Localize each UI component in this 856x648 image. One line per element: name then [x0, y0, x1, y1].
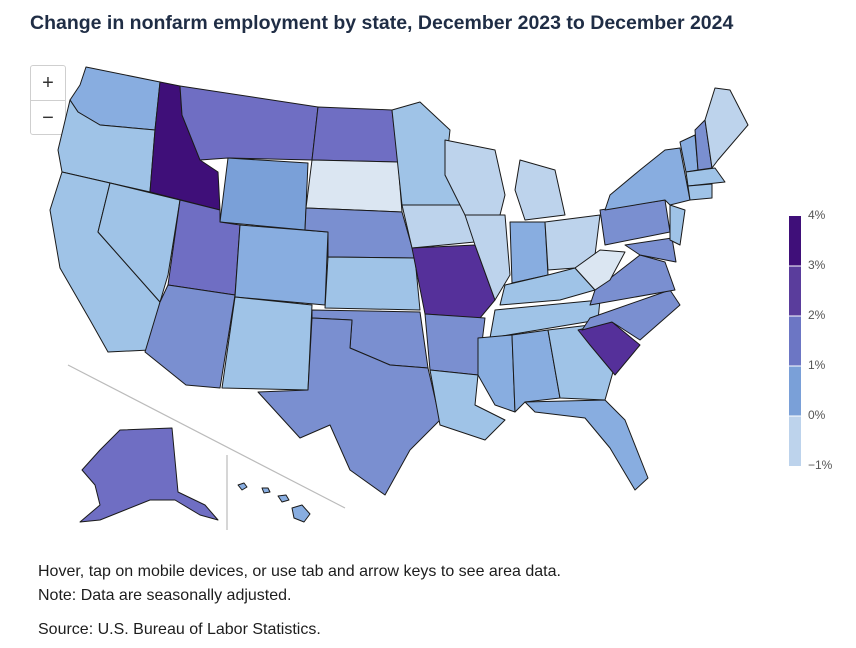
state-north-dakota[interactable]: [311, 106, 399, 163]
state-mississippi[interactable]: [477, 334, 516, 413]
state-new-jersey[interactable]: [669, 204, 686, 246]
state-virginia[interactable]: [589, 254, 676, 306]
state-indiana[interactable]: [509, 221, 549, 284]
legend-tick: 2%: [808, 308, 826, 322]
source-note: Source: U.S. Bureau of Labor Statistics.: [38, 621, 321, 638]
legend-tick: −1%: [808, 458, 833, 472]
zoom-in-button[interactable]: +: [42, 71, 54, 94]
state-nevada[interactable]: [97, 182, 181, 303]
state-montana[interactable]: [179, 85, 319, 161]
zoom-controls: + −: [30, 65, 66, 135]
legend-tick: 0%: [808, 408, 826, 422]
state-maryland[interactable]: [624, 237, 677, 263]
legend-tick: 1%: [808, 358, 826, 372]
state-south-dakota[interactable]: [305, 159, 403, 213]
state-hawaii[interactable]: [237, 482, 311, 523]
state-arkansas[interactable]: [424, 313, 486, 376]
state-wyoming[interactable]: [219, 157, 309, 231]
zoom-out-button[interactable]: −: [31, 100, 65, 135]
legend-tick: 4%: [808, 208, 826, 222]
data-note: Note: Data are seasonally adjusted.: [38, 587, 292, 604]
state-alabama[interactable]: [511, 329, 561, 413]
state-maine[interactable]: [704, 87, 749, 169]
state-illinois[interactable]: [464, 214, 511, 301]
state-massachusetts[interactable]: [685, 167, 726, 187]
state-missouri[interactable]: [411, 244, 496, 319]
state-texas[interactable]: [257, 317, 441, 496]
state-kansas[interactable]: [324, 256, 421, 311]
state-michigan[interactable]: [514, 159, 566, 221]
state-new-mexico[interactable]: [221, 296, 313, 391]
state-connecticut[interactable]: [687, 183, 713, 201]
state-colorado[interactable]: [234, 224, 329, 306]
state-west-virginia[interactable]: [574, 249, 626, 291]
legend-tick: 3%: [808, 258, 826, 272]
state-alaska[interactable]: [79, 427, 219, 523]
chart-title: Change in nonfarm employment by state, D…: [30, 12, 734, 34]
hover-instruction: Hover, tap on mobile devices, or use tab…: [38, 563, 561, 580]
state-florida[interactable]: [524, 399, 649, 491]
notes-block: Hover, tap on mobile devices, or use tab…: [38, 560, 561, 642]
inset-dividers: [67, 364, 346, 530]
state-new-york[interactable]: [604, 147, 691, 211]
us-state-map: [49, 66, 749, 530]
legend-color-bar: [789, 216, 801, 466]
